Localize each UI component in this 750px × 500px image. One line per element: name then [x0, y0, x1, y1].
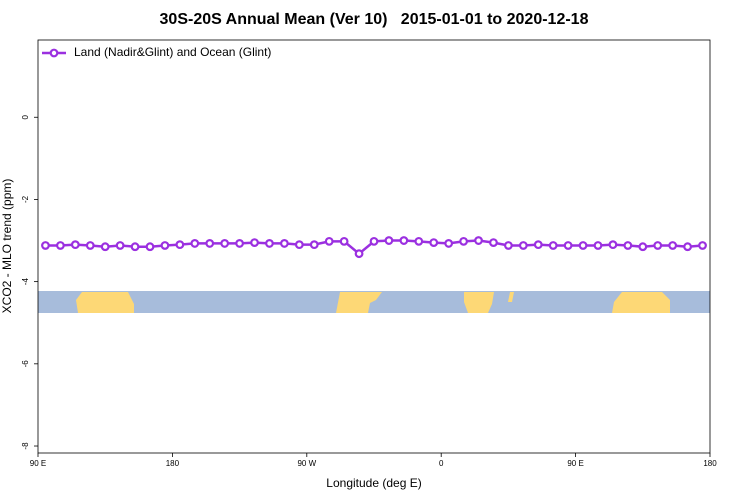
point: [459, 236, 469, 246]
x-tick-label: 90 W: [297, 459, 316, 468]
point: [414, 236, 424, 246]
point: [265, 239, 274, 248]
point: [294, 240, 304, 250]
point: [175, 240, 185, 250]
point: [235, 239, 245, 248]
y-axis-label: XCO2 - MLO trend (ppm): [0, 179, 14, 314]
x-tick-label: 180: [703, 459, 717, 468]
y-tick-label: -2: [21, 195, 30, 203]
point: [698, 241, 707, 250]
land: [464, 292, 494, 313]
point: [384, 236, 394, 245]
point: [653, 241, 663, 250]
point: [518, 241, 528, 250]
point: [683, 242, 692, 252]
point: [70, 240, 80, 250]
point: [608, 240, 618, 250]
point: [548, 241, 558, 250]
point: [56, 241, 65, 250]
y-tick-label: -8: [21, 442, 30, 450]
point: [85, 241, 95, 250]
x-tick-label: 0: [439, 459, 444, 468]
point: [444, 239, 454, 248]
point: [324, 236, 334, 246]
point: [250, 238, 259, 247]
y-tick-label: -6: [21, 360, 30, 368]
point: [668, 241, 678, 250]
y-tick-label: 0: [21, 114, 30, 119]
point: [563, 241, 573, 250]
plot-frame: [37, 39, 711, 454]
point: [339, 236, 349, 246]
land: [612, 292, 670, 313]
point: [504, 241, 513, 250]
point: [100, 242, 110, 252]
point: [369, 236, 379, 246]
point: [41, 241, 50, 250]
point: [533, 240, 543, 250]
chart-title: 30S-20S Annual Mean (Ver 10) 2015-01-01 …: [160, 11, 589, 28]
point: [145, 242, 155, 252]
point: [205, 239, 215, 248]
y-tick-label: -4: [21, 278, 30, 286]
point: [638, 242, 648, 252]
land: [76, 292, 134, 313]
point: [474, 236, 483, 245]
point: [578, 241, 588, 250]
point: [399, 236, 409, 245]
point: [160, 241, 170, 250]
point: [280, 239, 289, 248]
point: [429, 238, 439, 247]
land: [336, 292, 382, 313]
legend-marker: [49, 48, 59, 58]
point: [115, 241, 125, 250]
ocean: [38, 291, 710, 313]
point: [593, 241, 603, 250]
x-tick-label: 90 E: [567, 459, 583, 468]
point: [309, 240, 319, 250]
legend-label: Land (Nadir&Glint) and Ocean (Glint): [74, 45, 271, 59]
point: [354, 249, 364, 259]
map-strip: [38, 291, 710, 313]
land: [508, 292, 514, 302]
point: [489, 238, 498, 247]
x-axis-label: Longitude (deg E): [326, 476, 421, 490]
point: [623, 241, 633, 250]
point: [190, 239, 200, 248]
x-tick-label: 180: [166, 459, 180, 468]
point: [220, 239, 230, 248]
x-tick-label: 90 E: [30, 459, 46, 468]
point: [130, 242, 140, 252]
